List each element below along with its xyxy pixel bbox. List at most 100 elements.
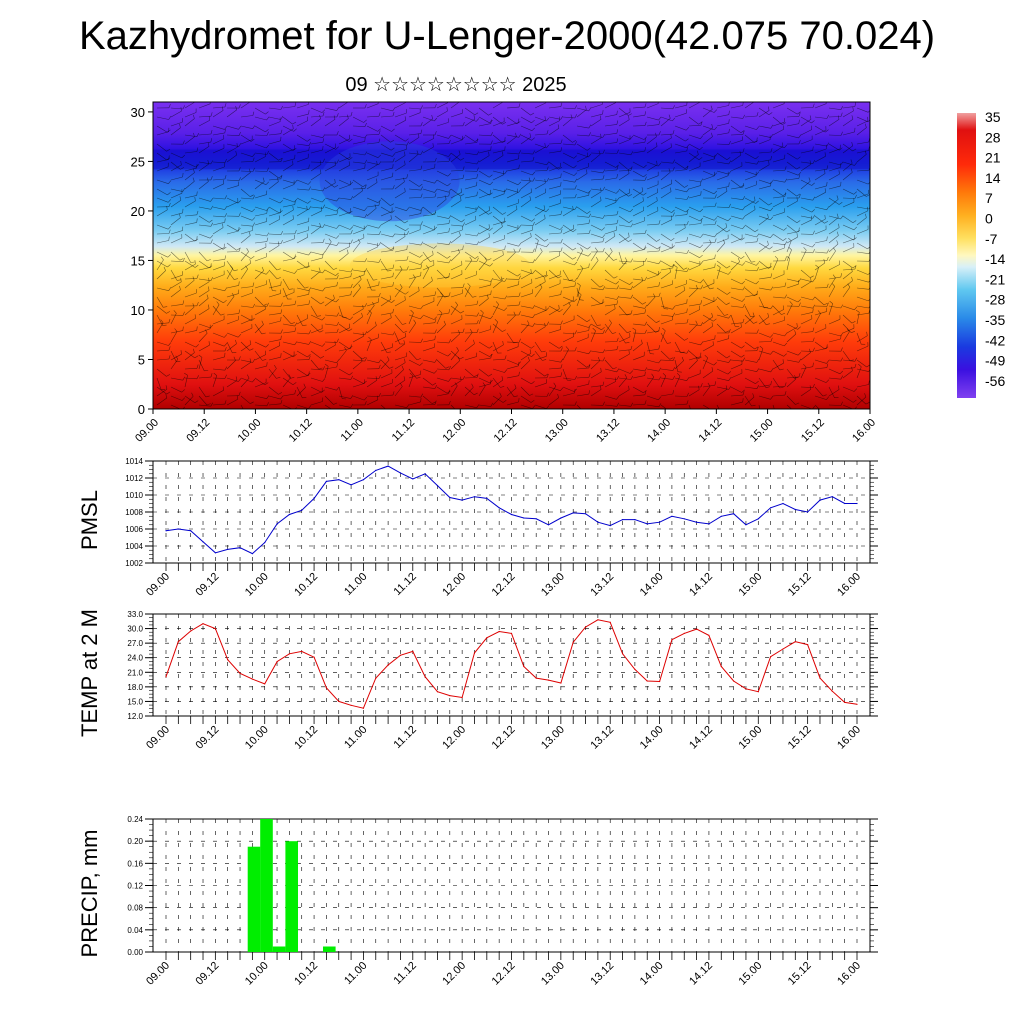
wind-barb-flag — [364, 159, 368, 164]
data-point — [634, 519, 636, 521]
wind-barb-flag — [392, 391, 395, 396]
wind-barb — [450, 215, 462, 223]
wind-barb — [324, 285, 337, 289]
wind-barb — [282, 341, 295, 346]
wind-barb-flag — [541, 350, 546, 353]
wind-barb-flag — [391, 128, 395, 132]
wind-barb — [436, 170, 448, 177]
wind-barb — [856, 116, 869, 123]
wind-barb-flag — [513, 311, 516, 316]
wind-barb — [170, 274, 183, 280]
wind-barb — [282, 106, 295, 109]
wind-barb — [282, 269, 295, 274]
wind-barb — [254, 125, 266, 133]
wind-barb — [254, 365, 267, 370]
wind-barb-flag — [238, 247, 241, 252]
wind-barb — [646, 103, 659, 109]
wind-barb — [716, 143, 730, 145]
wind-barb — [254, 179, 267, 185]
heatmap-y-tick-label: 20 — [131, 204, 145, 219]
wind-barb — [674, 350, 687, 354]
wind-barb-flag — [840, 304, 844, 309]
wind-barb — [604, 359, 614, 370]
wind-barb-flag — [210, 239, 213, 244]
wind-barb — [520, 293, 533, 298]
wind-barb-flag — [699, 244, 704, 248]
wind-barb — [716, 359, 729, 363]
wind-barb — [576, 376, 590, 379]
wind-barb — [604, 323, 613, 334]
wind-barb-flag — [756, 126, 760, 130]
wind-barb — [408, 322, 417, 334]
wind-barb — [408, 112, 421, 118]
wind-barb — [674, 104, 687, 109]
wind-barb — [828, 227, 840, 235]
wind-barb — [436, 350, 448, 357]
wind-barb-flag — [784, 342, 788, 347]
wind-barb — [730, 260, 743, 266]
wind-barb-flag — [713, 318, 717, 322]
wind-barb — [212, 206, 225, 210]
wind-barb-flag — [560, 372, 563, 377]
wind-barb-flag — [826, 344, 828, 349]
wind-barb — [170, 386, 182, 393]
wind-barb-flag — [308, 251, 312, 256]
wind-barb-flag — [696, 150, 699, 155]
wind-barb-flag — [420, 186, 423, 191]
wind-barb — [632, 114, 645, 118]
wind-barb-flag — [808, 177, 811, 182]
wind-barb-flag — [182, 188, 186, 192]
wind-barb-flag — [616, 337, 619, 342]
wind-barb-flag — [655, 142, 658, 147]
wind-barb-flag — [602, 381, 605, 386]
wind-barb-flag — [237, 333, 242, 338]
wind-barb-flag — [210, 160, 214, 165]
wind-barb — [828, 389, 840, 397]
y-axis-title: PRECIP, mm — [77, 830, 102, 958]
wind-barb-flag — [434, 189, 438, 193]
wind-barb — [716, 105, 729, 109]
wind-barb-flag — [668, 168, 671, 173]
wind-barb — [198, 260, 209, 269]
wind-barb — [282, 323, 295, 327]
wind-barb — [366, 164, 378, 172]
wind-barb — [520, 160, 533, 163]
wind-barb — [324, 182, 336, 190]
wind-barb-flag — [797, 299, 802, 303]
wind-barb-flag — [742, 391, 745, 396]
wind-barb — [534, 287, 543, 298]
wind-barb-flag — [670, 238, 675, 241]
wind-barb — [632, 375, 645, 379]
x-tick-label: 09.12 — [194, 724, 222, 752]
wind-barb-flag — [812, 146, 814, 151]
wind-barb-flag — [448, 188, 452, 193]
wind-barb — [562, 116, 576, 119]
wind-barb — [296, 206, 309, 210]
wind-barb-flag — [213, 372, 217, 376]
wind-barb — [786, 323, 798, 330]
wind-barb — [576, 188, 589, 194]
wind-barb-flag — [392, 157, 395, 163]
wind-barb-flag — [467, 283, 471, 287]
wind-barb — [744, 161, 757, 165]
wind-barb-flag — [462, 121, 465, 126]
wind-barb — [590, 224, 602, 231]
wind-barb — [506, 296, 520, 298]
wind-barb-flag — [233, 356, 236, 361]
wind-barb-flag — [235, 376, 238, 381]
wind-barb — [702, 224, 716, 226]
heatmap-x-tick-label: 12.00 — [440, 417, 468, 445]
wind-barb — [478, 227, 490, 235]
wind-barb — [674, 197, 687, 200]
wind-barb — [716, 238, 729, 244]
wind-barb-flag — [378, 364, 381, 369]
wind-barb — [464, 287, 473, 298]
wind-barb-flag — [839, 147, 843, 151]
wind-barb-flag — [574, 282, 576, 287]
wind-barb — [296, 266, 309, 271]
wind-barb-flag — [683, 267, 688, 270]
wind-barb-flag — [658, 116, 662, 121]
wind-barb-flag — [553, 382, 557, 387]
wind-barb — [478, 341, 490, 349]
data-point — [794, 641, 796, 643]
